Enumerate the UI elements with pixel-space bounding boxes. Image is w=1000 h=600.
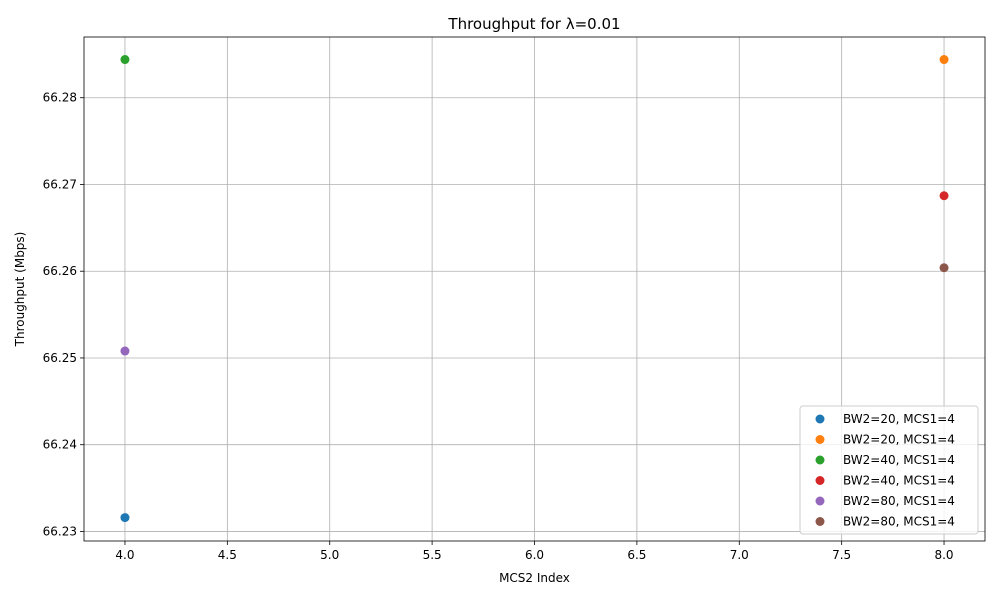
x-tick-label: 7.5 [832,548,851,562]
x-axis-label: MCS2 Index [499,571,570,585]
x-tick-label: 6.0 [525,548,544,562]
legend-entry: BW2=40, MCS1=4 [843,453,955,467]
legend-marker [815,476,825,485]
data-point [939,191,949,201]
legend-marker [815,455,825,465]
legend-entry: BW2=20, MCS1=4 [843,412,955,426]
x-tick-label: 6.5 [627,548,646,562]
legend-entry: BW2=40, MCS1=4 [843,474,955,488]
y-tick-label: 66.28 [43,91,77,105]
x-tick-label: 8.0 [934,548,953,562]
legend-entry: BW2=80, MCS1=4 [843,494,955,508]
x-tick-label: 5.0 [320,548,339,562]
y-axis-label: Throughput (Mbps) [13,232,27,348]
y-tick-label: 66.24 [43,438,77,452]
y-tick-label: 66.26 [43,264,77,278]
x-axis-ticks: 4.0 4.5 5.0 5.5 6.0 6.5 7.0 7.5 8.0 [115,541,954,562]
legend-box [799,405,979,535]
x-tick-label: 7.0 [730,548,749,562]
y-tick-label: 66.23 [43,524,77,538]
data-point [120,513,130,523]
chart-title: Throughput for λ=0.01 [447,15,620,33]
data-point [939,263,949,273]
legend-marker [815,517,825,526]
y-tick-label: 66.25 [43,351,77,365]
legend-marker [815,414,825,424]
y-tick-label: 66.27 [43,177,77,191]
x-tick-label: 5.5 [423,548,442,562]
legend-entry: BW2=20, MCS1=4 [843,433,955,447]
data-point [120,55,130,65]
x-tick-label: 4.0 [115,548,134,562]
legend-entry: BW2=80, MCS1=4 [843,515,955,529]
legend-marker [815,496,825,506]
data-point [120,346,130,356]
y-axis-ticks: 66.23 66.24 66.25 66.26 66.27 66.28 [43,91,84,538]
data-points [120,55,949,523]
data-point [939,55,949,65]
x-tick-label: 4.5 [218,548,237,562]
legend-marker [815,435,825,444]
legend: BW2=20, MCS1=4 BW2=20, MCS1=4 BW2=40, MCS1… [799,405,979,535]
